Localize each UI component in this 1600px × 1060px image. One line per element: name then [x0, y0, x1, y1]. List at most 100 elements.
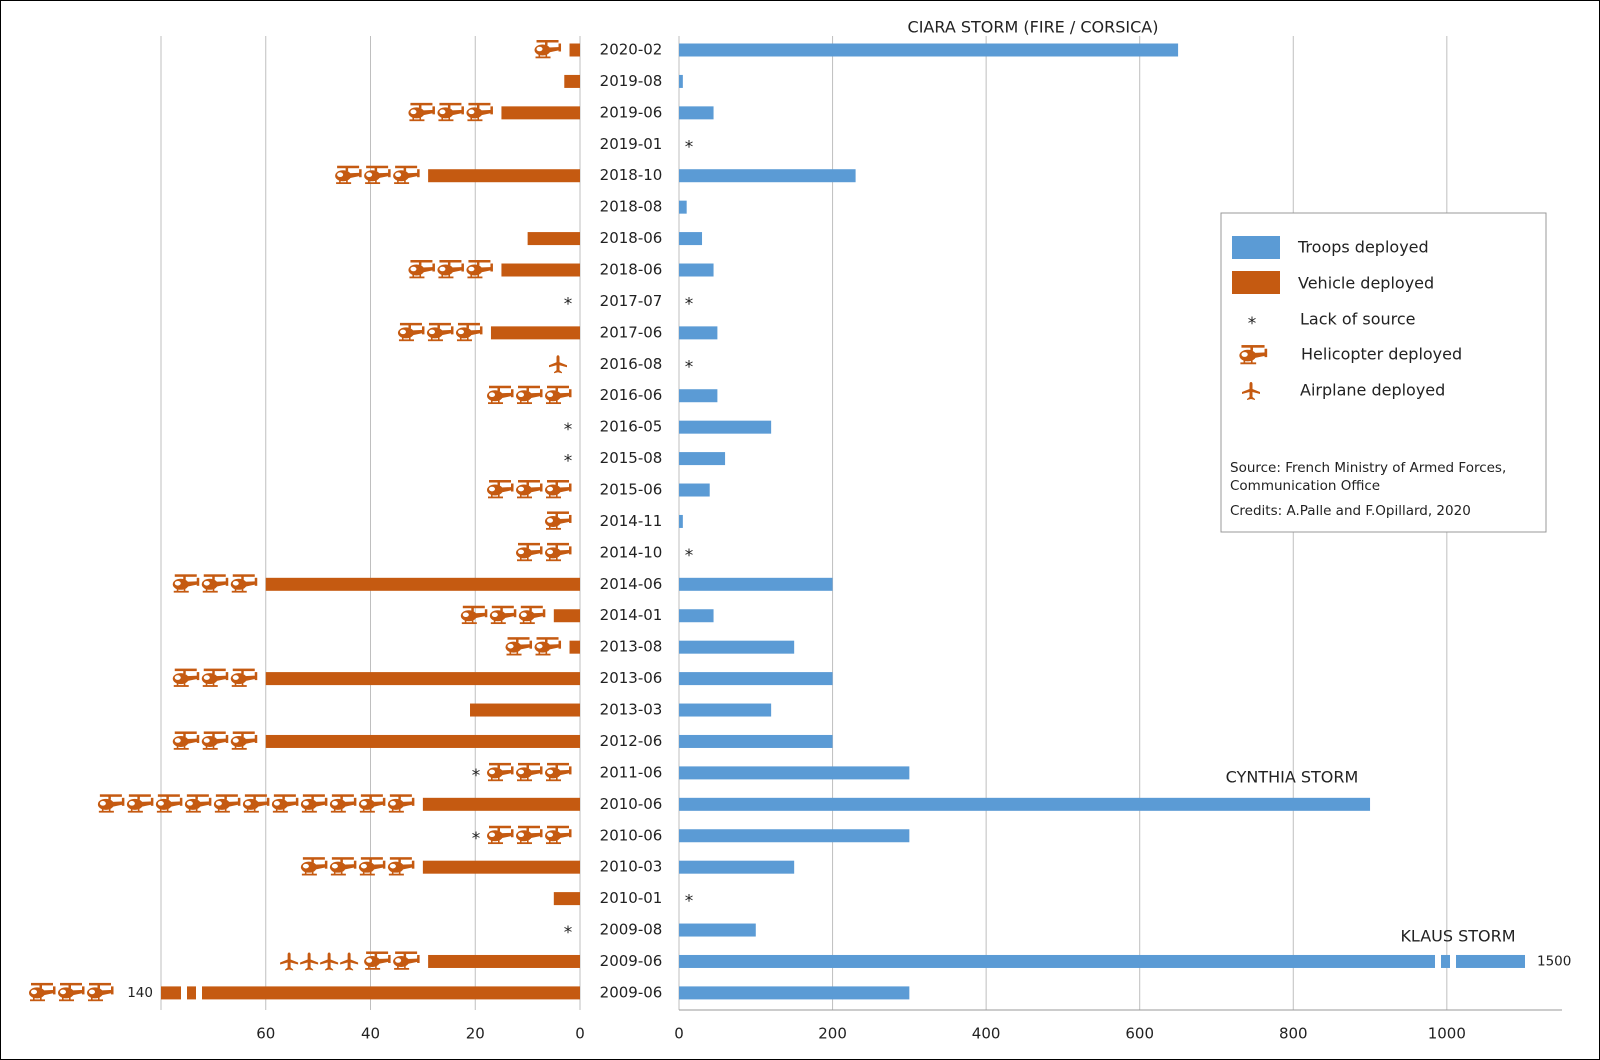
- bar: [569, 640, 580, 654]
- lack-of-source: *: [685, 546, 694, 566]
- x-tick-label: 800: [1279, 1025, 1308, 1043]
- category-label: 2015-06: [600, 481, 663, 499]
- bar: [679, 263, 714, 277]
- source: Source: French Ministry of Armed Forces,: [1230, 460, 1506, 476]
- x-tick-label: 1000: [1428, 1025, 1466, 1043]
- annotation: KLAUS STORM: [1400, 927, 1515, 946]
- bar: [679, 452, 726, 466]
- helicopter-icon: [516, 385, 543, 405]
- x2-tick-label: 0: [575, 1025, 585, 1043]
- lack-of-source: *: [564, 294, 573, 314]
- helicopter-icon: [329, 794, 357, 813]
- lack-of-source: *: [685, 294, 694, 314]
- helicopter-icon: [230, 574, 258, 593]
- legend-label: Vehicle deployed: [1298, 274, 1434, 293]
- legend-label: Helicopter deployed: [1301, 345, 1462, 364]
- bar: [501, 263, 580, 277]
- legend-box: [1220, 212, 1547, 533]
- category-label: 2013-03: [600, 701, 663, 719]
- helicopter-icon: [358, 857, 386, 876]
- data-label: 1500: [1537, 953, 1571, 969]
- category-label: 2014-10: [600, 543, 663, 561]
- bar: [553, 892, 580, 906]
- legend-label: Lack of source: [1300, 310, 1416, 329]
- category-label: 2019-01: [600, 135, 663, 153]
- bar: [553, 609, 580, 623]
- source: Communication Office: [1230, 478, 1380, 494]
- helicopter-icon: [545, 762, 572, 782]
- helicopter-icon: [172, 574, 200, 593]
- helicopter-icon: [460, 605, 488, 625]
- bar: [527, 232, 580, 246]
- x2-tick-label: 20: [466, 1025, 485, 1043]
- legend-label: Airplane deployed: [1300, 381, 1445, 400]
- legend: Troops deployed Vehicle deployed * Lack …: [1220, 212, 1547, 533]
- helicopter-icon: [516, 542, 543, 562]
- bar: [679, 200, 687, 214]
- airplane-icon: [340, 952, 359, 971]
- bar: [679, 923, 756, 937]
- helicopter-icon: [300, 857, 328, 876]
- helicopter-icon: [387, 857, 415, 876]
- category-label: 2010-06: [600, 826, 663, 844]
- helicopter-icon: [201, 668, 229, 687]
- category-label: 2017-06: [600, 323, 663, 341]
- airplane-icon: [320, 952, 339, 971]
- helicopter-icon: [397, 322, 425, 342]
- category-label: 2009-08: [600, 921, 663, 939]
- bar: [679, 766, 910, 780]
- category-label: 2013-06: [600, 669, 663, 687]
- bar-break: [1435, 948, 1441, 975]
- lack-of-source: *: [564, 923, 573, 943]
- category-label: 2010-01: [600, 889, 663, 907]
- category-label: 2009-06: [600, 983, 663, 1001]
- category-label: 2020-02: [600, 41, 663, 59]
- bar: [422, 860, 580, 874]
- helicopter-icon: [487, 480, 514, 499]
- annotation: CIARA STORM (FIRE / CORSICA): [908, 18, 1159, 37]
- bar: [470, 703, 580, 717]
- bar: [501, 106, 580, 120]
- category-label: 2018-06: [600, 229, 663, 247]
- helicopter-icon: [518, 605, 546, 625]
- bar: [679, 734, 833, 748]
- helicopter-icon: [545, 511, 572, 530]
- bar: [679, 514, 683, 528]
- bar: [490, 326, 580, 340]
- bar: [679, 483, 710, 497]
- lack-of-source: *: [685, 892, 694, 912]
- category-label: 2014-06: [600, 575, 663, 593]
- category-label: 2015-08: [600, 449, 663, 467]
- helicopter-icon: [97, 794, 125, 813]
- legend-label: Troops deployed: [1297, 238, 1429, 257]
- lack-of-source: *: [472, 766, 481, 786]
- helicopter-icon: [230, 731, 258, 750]
- category-label: 2009-06: [600, 952, 663, 970]
- x-tick-label: 600: [1125, 1025, 1154, 1043]
- bar: [679, 609, 714, 623]
- bar-break: [181, 979, 187, 1006]
- bar: [428, 169, 580, 183]
- category-label: 2016-05: [600, 418, 663, 436]
- helicopter-icon: [534, 40, 562, 59]
- bar: [679, 169, 856, 183]
- helicopter-icon: [172, 731, 200, 750]
- category-label: 2014-01: [600, 606, 663, 624]
- helicopter-icon: [487, 825, 514, 845]
- category-label: 2013-08: [600, 638, 663, 656]
- helicopter-icon: [393, 951, 420, 970]
- x-tick-label: 400: [972, 1025, 1001, 1043]
- bar: [569, 43, 580, 57]
- category-label: 2011-06: [600, 763, 663, 781]
- category-label: 2018-08: [600, 198, 663, 216]
- bar: [679, 672, 833, 686]
- category-label: 2010-06: [600, 795, 663, 813]
- helicopter-icon: [545, 385, 572, 405]
- lack-of-source: *: [564, 452, 573, 472]
- legend-swatch: [1232, 271, 1280, 294]
- lack-of-source: *: [564, 420, 573, 440]
- category-label: 2019-06: [600, 103, 663, 121]
- helicopter-icon: [184, 794, 212, 813]
- bar: [679, 43, 1179, 57]
- bar: [679, 420, 772, 434]
